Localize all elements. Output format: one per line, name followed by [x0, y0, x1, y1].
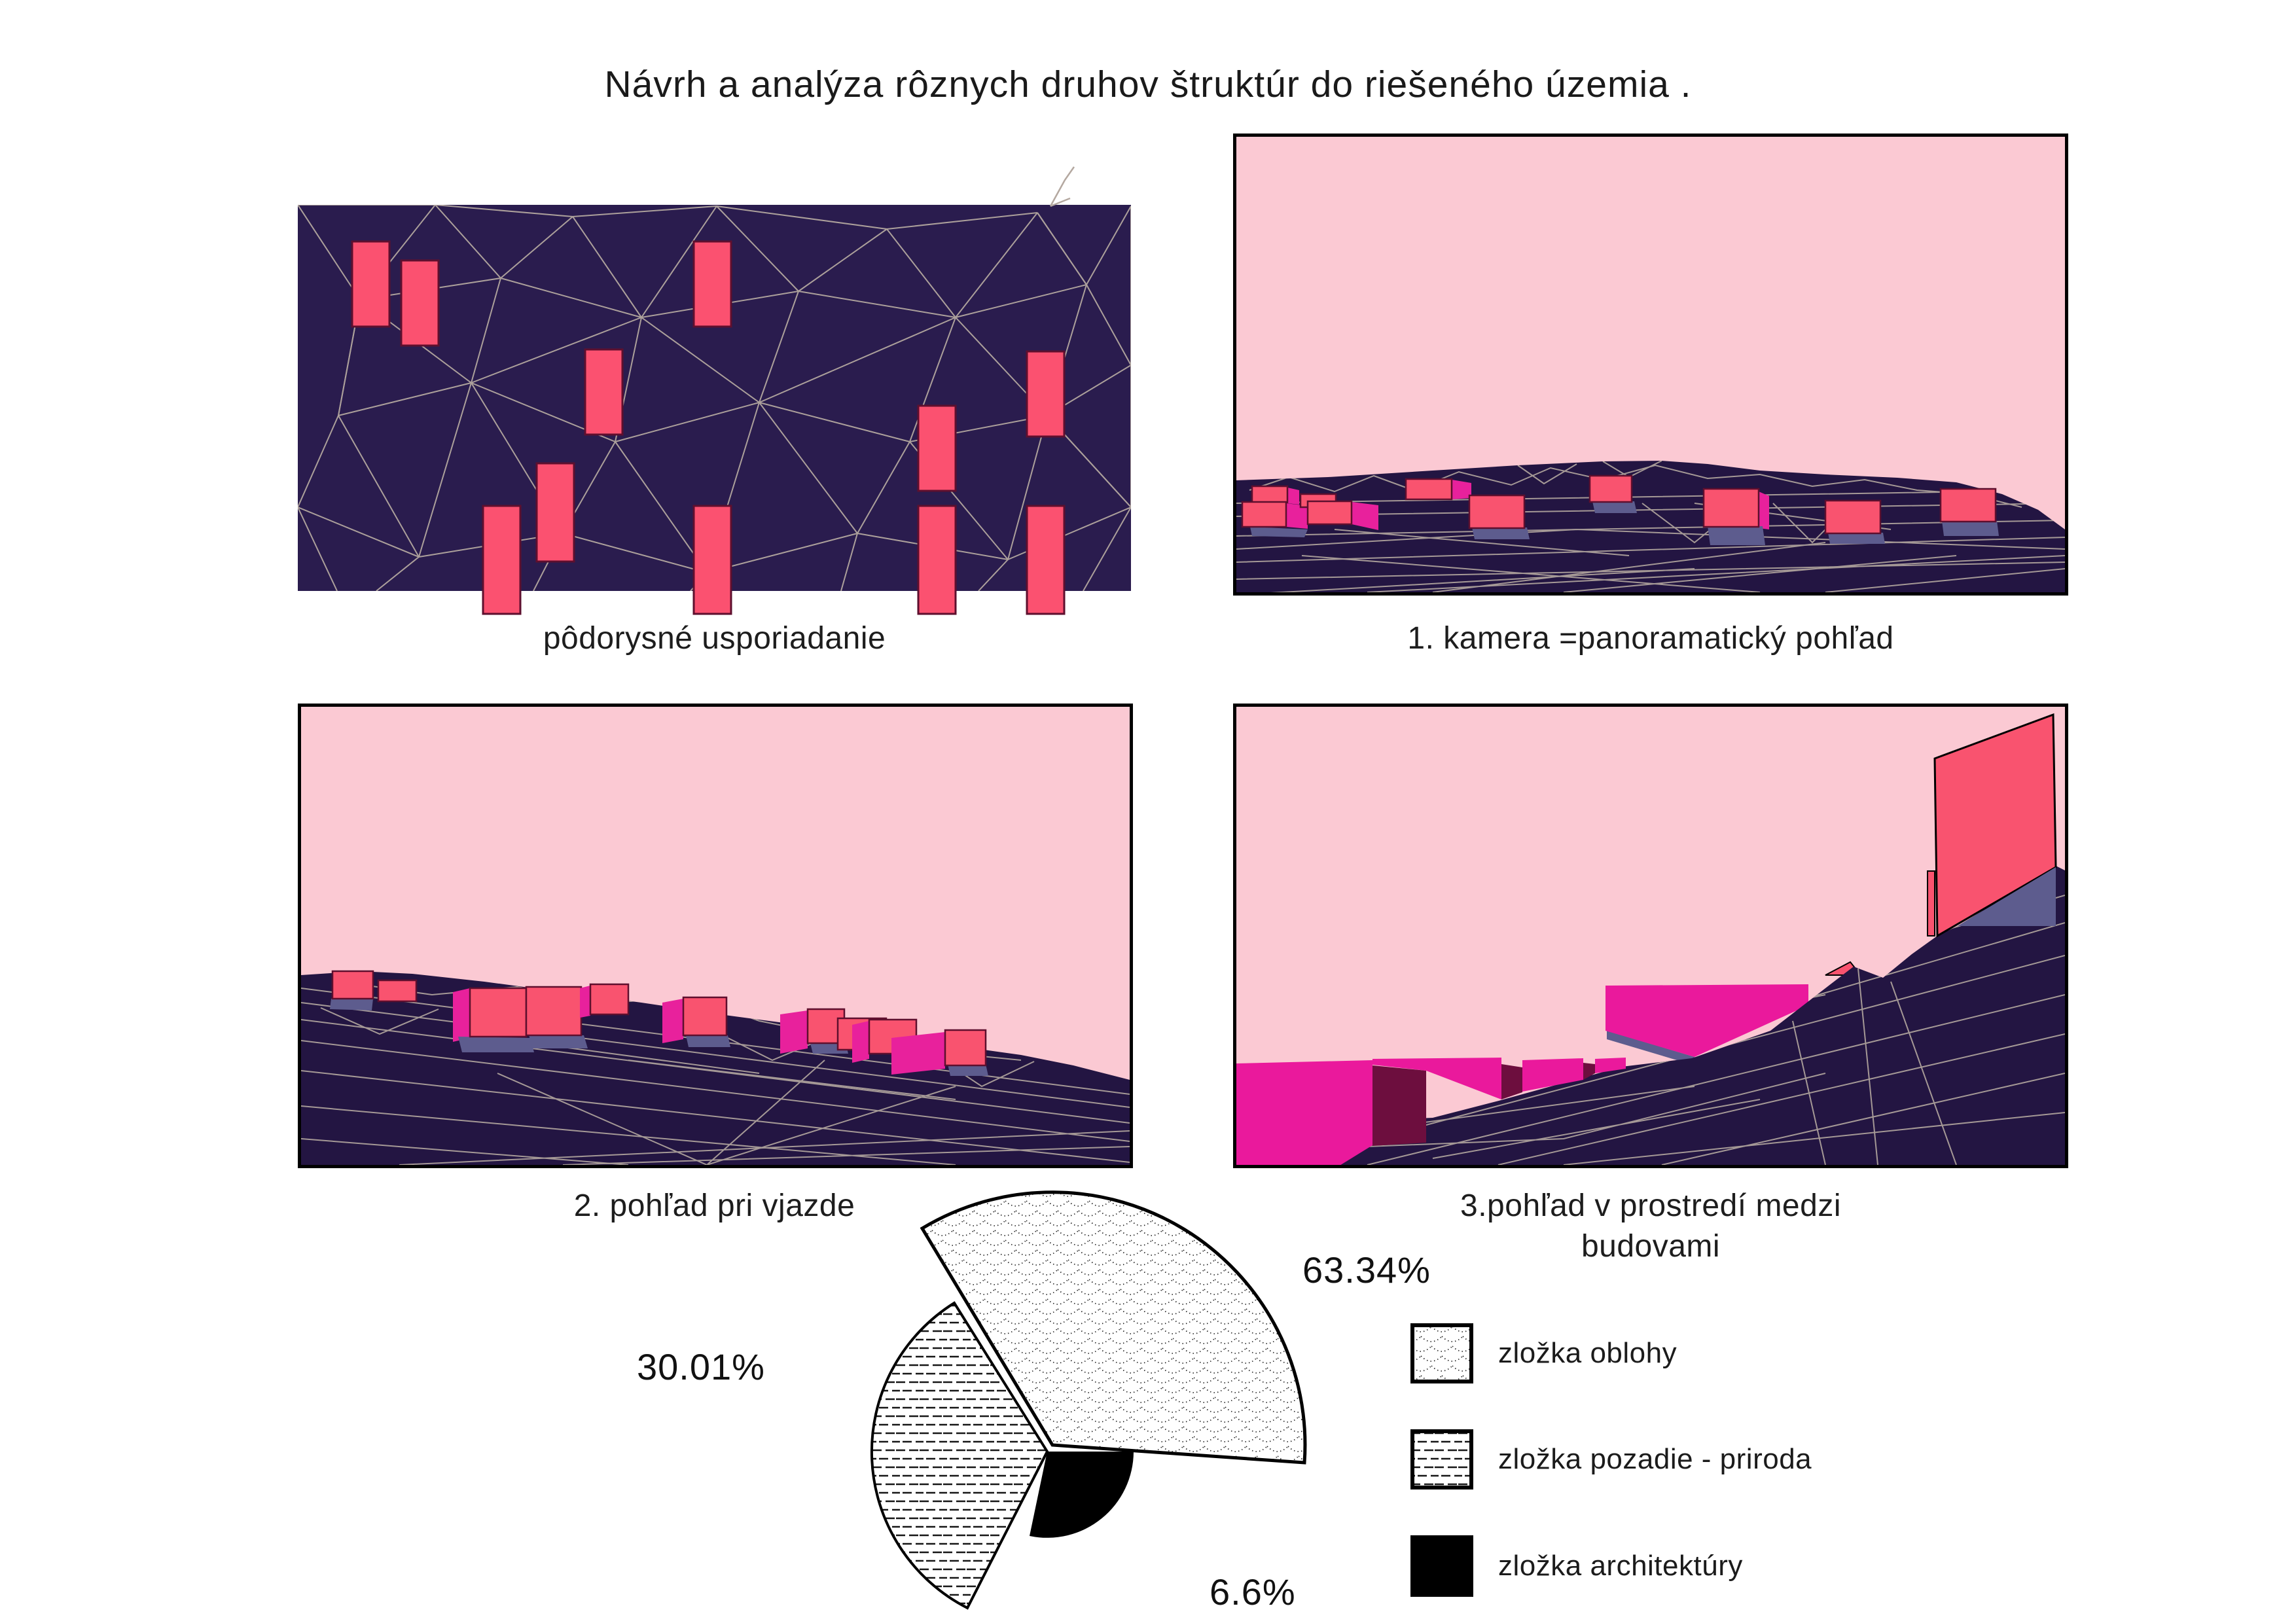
pie-slice-nature: [870, 1301, 1049, 1610]
building-footprint: [692, 240, 732, 328]
building-footprint: [351, 240, 391, 328]
plan-buildings: [351, 240, 1066, 615]
legend-swatch-sky: [1410, 1323, 1473, 1383]
camera2-graphic: [301, 970, 1130, 1165]
buildings-3d: [1241, 474, 1999, 545]
caption-plan: pôdorysné usporiadanie: [543, 621, 886, 656]
terrain: [1236, 866, 2065, 1165]
magenta-buildings-left: [1236, 1058, 1626, 1165]
caption-camera3: 3.pohľad v prostredí medzi budovami: [1233, 1186, 2068, 1267]
camera3-graphic: [1236, 713, 2065, 1165]
page-title: Návrh a analýza rôznych druhov štruktúr …: [604, 63, 1692, 105]
legend-label-nature: zložka pozadie - priroda: [1498, 1443, 1812, 1475]
building-footprint: [400, 259, 440, 347]
building-footprint: [584, 348, 624, 436]
pie-value-nature: 30.01%: [637, 1346, 765, 1387]
box-shadow: [1607, 1031, 1695, 1065]
panel-camera3: [1233, 704, 2068, 1168]
legend-swatch-nature: [1410, 1429, 1473, 1489]
caption-camera2: 2. pohľad pri vjazde: [573, 1188, 855, 1223]
building-footprint: [535, 462, 575, 563]
building-footprint: [917, 404, 957, 492]
plan-mesh: [298, 205, 1131, 591]
pie-value-sky: 63.34%: [1302, 1249, 1431, 1291]
crimson-wall: [1927, 713, 2057, 938]
plan-view-graphic: [298, 166, 1131, 615]
building-footprint: [917, 505, 957, 615]
caption-camera1: 1. kamera =panoramatický pohľad: [1407, 621, 1894, 656]
legend-swatch-architecture: [1410, 1535, 1473, 1597]
pie-chart: [870, 1190, 1307, 1610]
legend-label-architecture: zložka architektúry: [1498, 1550, 1743, 1582]
panel-camera1: [1233, 134, 2068, 596]
legend-item-sky: zložka oblohy: [1410, 1323, 1677, 1383]
pie-slice-architecture: [1030, 1452, 1134, 1538]
buildings-3d: [330, 970, 988, 1076]
building-footprint: [1026, 350, 1066, 438]
building-footprint: [482, 505, 522, 615]
mesh-overhang: [1049, 166, 1075, 207]
building-footprint: [692, 505, 732, 615]
caption-camera3-line2: budovami: [1581, 1229, 1721, 1264]
magenta-slab-middle: [1605, 984, 1808, 1057]
legend-label-sky: zložka oblohy: [1498, 1337, 1677, 1369]
pie-slice-sky: [920, 1190, 1307, 1465]
legend-item-architecture: zložka architektúry: [1410, 1535, 1743, 1597]
legend-item-nature: zložka pozadie - priroda: [1410, 1429, 1812, 1489]
building-footprint: [1026, 505, 1066, 615]
panel-plan-view: [298, 166, 1131, 630]
pie-value-architecture: 6.6%: [1210, 1571, 1296, 1613]
caption-camera3-line1: 3.pohľad v prostredí medzi: [1460, 1188, 1841, 1223]
camera1-graphic: [1236, 461, 2065, 592]
wall-shadow-side: [1958, 867, 2056, 926]
panel-camera2: [298, 704, 1133, 1168]
